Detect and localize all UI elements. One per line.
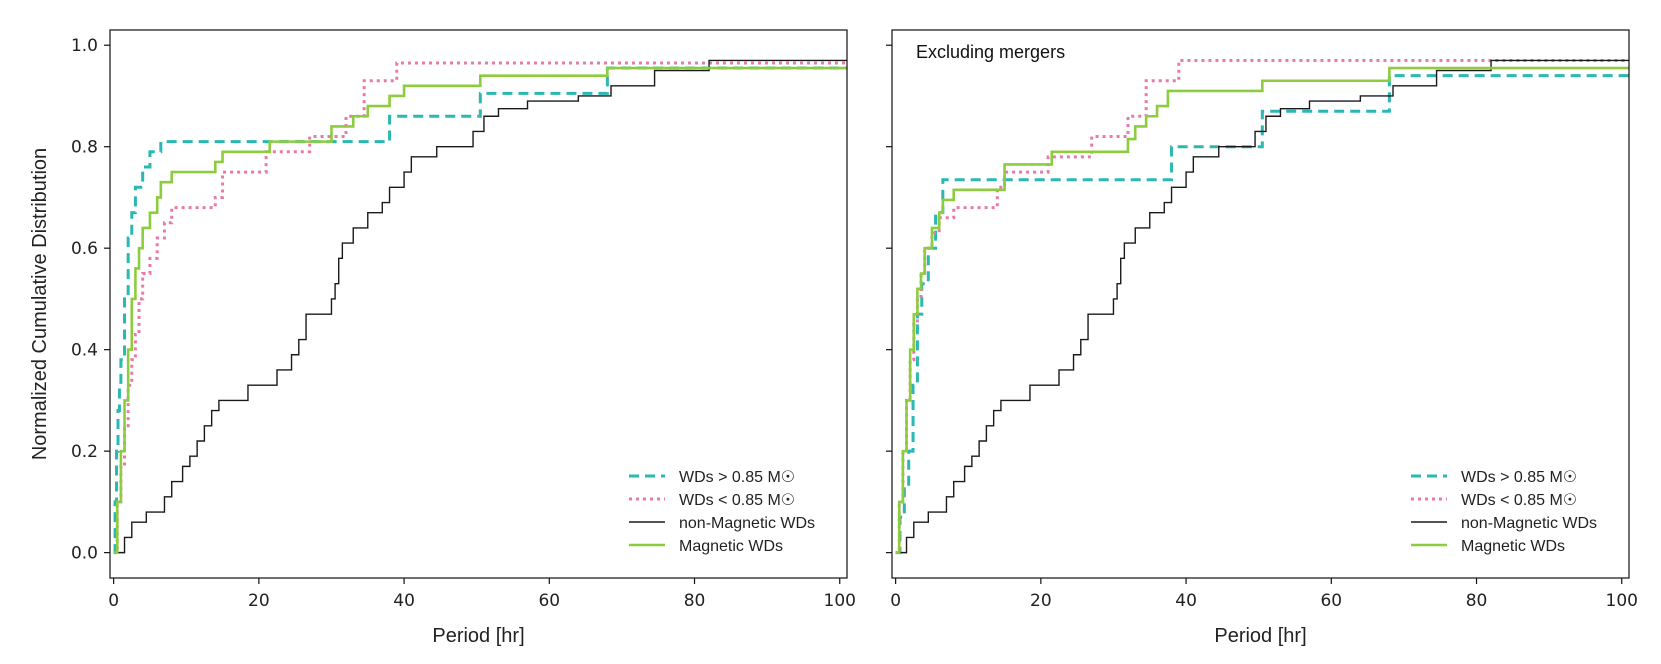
panel-1: 0 20 40 60 80 100 0.0 0.2 0.4 0.6 0.8 1.0 Period [hr… [29, 29, 856, 647]
y-axis-label: Normalized Cumulative Distribution [29, 148, 51, 460]
series-line-wds-1 [113, 66, 847, 555]
legend-label: Magnetic WDs [679, 538, 783, 555]
legend-label: WDs < 0.85 M☉ [679, 492, 795, 509]
annotation-text: Excluding mergers [916, 42, 1065, 62]
x-axis-label: Period [hr] [432, 625, 524, 647]
series-group [113, 59, 847, 555]
x-tick-label: 100 [1606, 591, 1638, 611]
x-tick-label: 100 [824, 591, 856, 611]
x-tick-label: 20 [248, 591, 270, 611]
legend-label: non-Magnetic WDs [1461, 515, 1597, 532]
y-tick-label: 0.6 [71, 239, 98, 259]
x-tick-label: 20 [1030, 591, 1052, 611]
legend: WDs > 0.85 M☉ WDs < 0.85 M☉ non-Magnetic W… [1411, 469, 1597, 555]
legend-label: WDs > 0.85 M☉ [1461, 469, 1577, 486]
x-tick-label: 80 [684, 591, 706, 611]
legend-label: WDs > 0.85 M☉ [679, 469, 795, 486]
series-line-magnetic-4 [895, 66, 1629, 554]
y-tick-label: 0.0 [71, 544, 98, 564]
x-axis-label: Period [hr] [1214, 625, 1306, 647]
plot-frame [891, 29, 1630, 579]
legend-label: WDs < 0.85 M☉ [1461, 492, 1577, 509]
x-tick-label: 60 [1320, 591, 1342, 611]
y-tick-label: 0.8 [71, 138, 98, 158]
y-tick-label: 0.4 [71, 341, 98, 361]
panel-2: 0 20 40 60 80 100 Period [hr] Excluding mergers… [886, 29, 1638, 647]
x-tick-label: 80 [1466, 591, 1488, 611]
x-tick-label: 40 [1175, 591, 1197, 611]
series-line-non-magnetic-3 [895, 59, 1629, 554]
series-group [895, 58, 1629, 555]
legend-label: Magnetic WDs [1461, 538, 1565, 555]
y-tick-label: 1.0 [71, 36, 98, 56]
series-line-magnetic-4 [113, 66, 847, 554]
x-tick-label: 0 [890, 591, 901, 611]
x-tick-label: 40 [393, 591, 415, 611]
plot-frame [109, 29, 848, 579]
x-tick-label: 60 [538, 591, 560, 611]
y-tick-label: 0.2 [71, 442, 98, 462]
legend-label: non-Magnetic WDs [679, 515, 815, 532]
x-tick-label: 0 [108, 591, 119, 611]
legend: WDs > 0.85 M☉ WDs < 0.85 M☉ non-Magnetic W… [629, 469, 815, 555]
series-line-wds-2 [113, 61, 847, 555]
series-line-non-magnetic-3 [113, 59, 847, 554]
